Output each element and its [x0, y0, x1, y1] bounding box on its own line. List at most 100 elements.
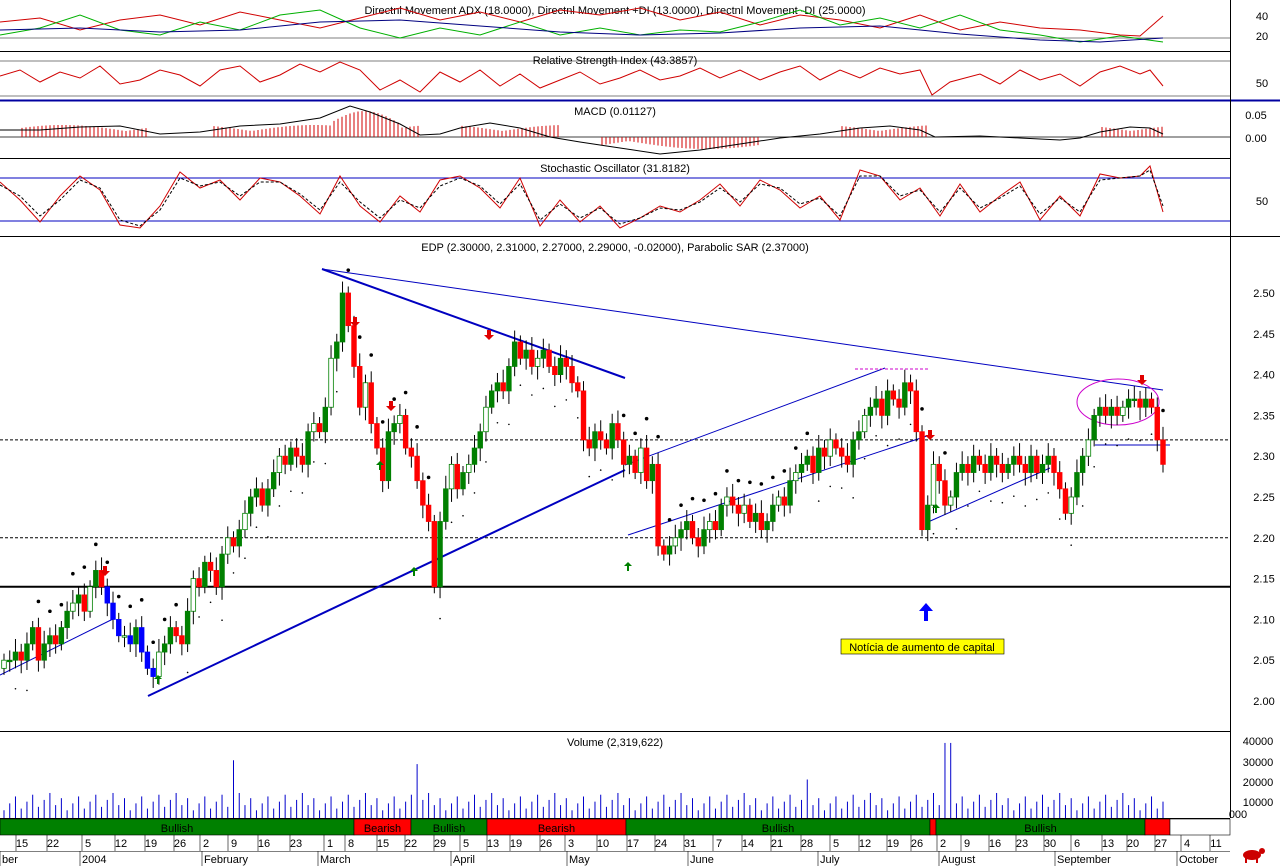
trendline-support-up — [147, 469, 626, 697]
candle — [288, 441, 294, 471]
candle — [448, 456, 455, 502]
panel-frames — [0, 0, 1280, 819]
candle — [896, 389, 902, 419]
candle — [70, 590, 76, 620]
sar-dot — [748, 480, 752, 485]
macd-tick: 0.05 — [1245, 110, 1266, 122]
day-label: 24 — [655, 838, 667, 850]
candle — [787, 467, 793, 514]
sar-dot — [576, 417, 579, 419]
day-label: 10 — [597, 838, 609, 850]
candle — [632, 449, 638, 480]
day-label: 6 — [1074, 838, 1080, 850]
volume-tick: 30000 — [1243, 757, 1274, 769]
candle — [29, 621, 36, 651]
candle — [1034, 449, 1040, 480]
candle — [534, 350, 541, 380]
candle — [615, 410, 621, 449]
candle — [930, 451, 937, 514]
rsi-line — [0, 61, 1164, 96]
sar-dot — [496, 421, 499, 424]
candle — [58, 621, 65, 651]
sar-dot — [909, 423, 912, 426]
candle — [494, 372, 501, 403]
candle — [747, 498, 753, 529]
day-label: 13 — [1102, 838, 1114, 850]
candle — [443, 475, 449, 530]
day-label: 15 — [377, 838, 389, 850]
sar-dot — [139, 598, 144, 602]
sar-dot — [702, 498, 706, 503]
price-title: EDP (2.30000, 2.31000, 2.27000, 2.29000,… — [421, 242, 809, 254]
adx-axis: 40 20 — [1256, 11, 1268, 43]
candle — [477, 423, 483, 462]
candle — [311, 412, 317, 442]
sar-dot — [1150, 433, 1153, 435]
sar-dot — [644, 416, 649, 421]
candle — [1114, 395, 1120, 426]
candle — [764, 513, 770, 543]
candle — [253, 477, 260, 507]
sar-dot — [863, 457, 866, 460]
candle — [230, 531, 237, 553]
candle — [557, 345, 564, 383]
day-label: 5 — [463, 838, 469, 850]
candle — [592, 423, 598, 462]
candle — [626, 444, 633, 475]
day-label: 16 — [258, 838, 270, 850]
day-label: 15 — [16, 838, 28, 850]
day-label: 28 — [801, 838, 813, 850]
day-label: 2 — [203, 838, 209, 850]
candle — [12, 638, 19, 669]
sar-dot — [1035, 498, 1038, 501]
buy-arrow-icon — [932, 504, 940, 513]
candle — [988, 443, 994, 481]
candle — [804, 449, 810, 471]
candle — [127, 622, 133, 653]
candle — [1085, 428, 1092, 466]
candle — [184, 598, 191, 653]
sar-dot — [599, 469, 602, 471]
day-label: 23 — [1016, 838, 1028, 850]
candle — [1005, 457, 1011, 480]
sar-dot — [898, 438, 900, 440]
candle — [1137, 390, 1143, 421]
candle — [816, 434, 822, 481]
trend-label: Bullish — [161, 823, 193, 835]
sar-dot — [198, 616, 200, 618]
sar-dot — [244, 557, 246, 559]
candle — [219, 545, 225, 600]
sar-dot — [1070, 544, 1072, 546]
candle — [982, 454, 988, 484]
volume-tick: 000 — [1229, 809, 1247, 821]
trend-label: Bearish — [364, 823, 401, 835]
candle — [1068, 487, 1074, 525]
stoch-group — [0, 165, 1164, 229]
candle — [770, 493, 776, 532]
sar-dot — [519, 384, 522, 387]
sar-dot — [36, 599, 41, 604]
month-label: September — [1057, 854, 1111, 866]
candle — [488, 384, 495, 414]
trendline-long-down — [321, 268, 1164, 391]
candle — [299, 443, 306, 473]
sell-arrow-icon — [1137, 375, 1147, 385]
buy-arrow-icon — [624, 562, 632, 571]
day-label: 3 — [568, 838, 574, 850]
candle — [890, 384, 897, 406]
candle — [322, 397, 329, 444]
sar-dot — [656, 434, 660, 439]
day-label: 9 — [964, 838, 970, 850]
candle — [712, 510, 719, 540]
adx-red-line — [0, 7, 1164, 37]
candle — [202, 555, 208, 594]
candle — [678, 521, 684, 551]
sar-dot — [690, 496, 695, 501]
annotation-box — [840, 638, 1005, 655]
sar-dot — [116, 594, 121, 599]
buy-arrow-icon — [376, 461, 384, 470]
candle — [1102, 394, 1109, 424]
candle — [425, 493, 432, 532]
candle — [861, 408, 868, 439]
candle — [305, 423, 311, 478]
